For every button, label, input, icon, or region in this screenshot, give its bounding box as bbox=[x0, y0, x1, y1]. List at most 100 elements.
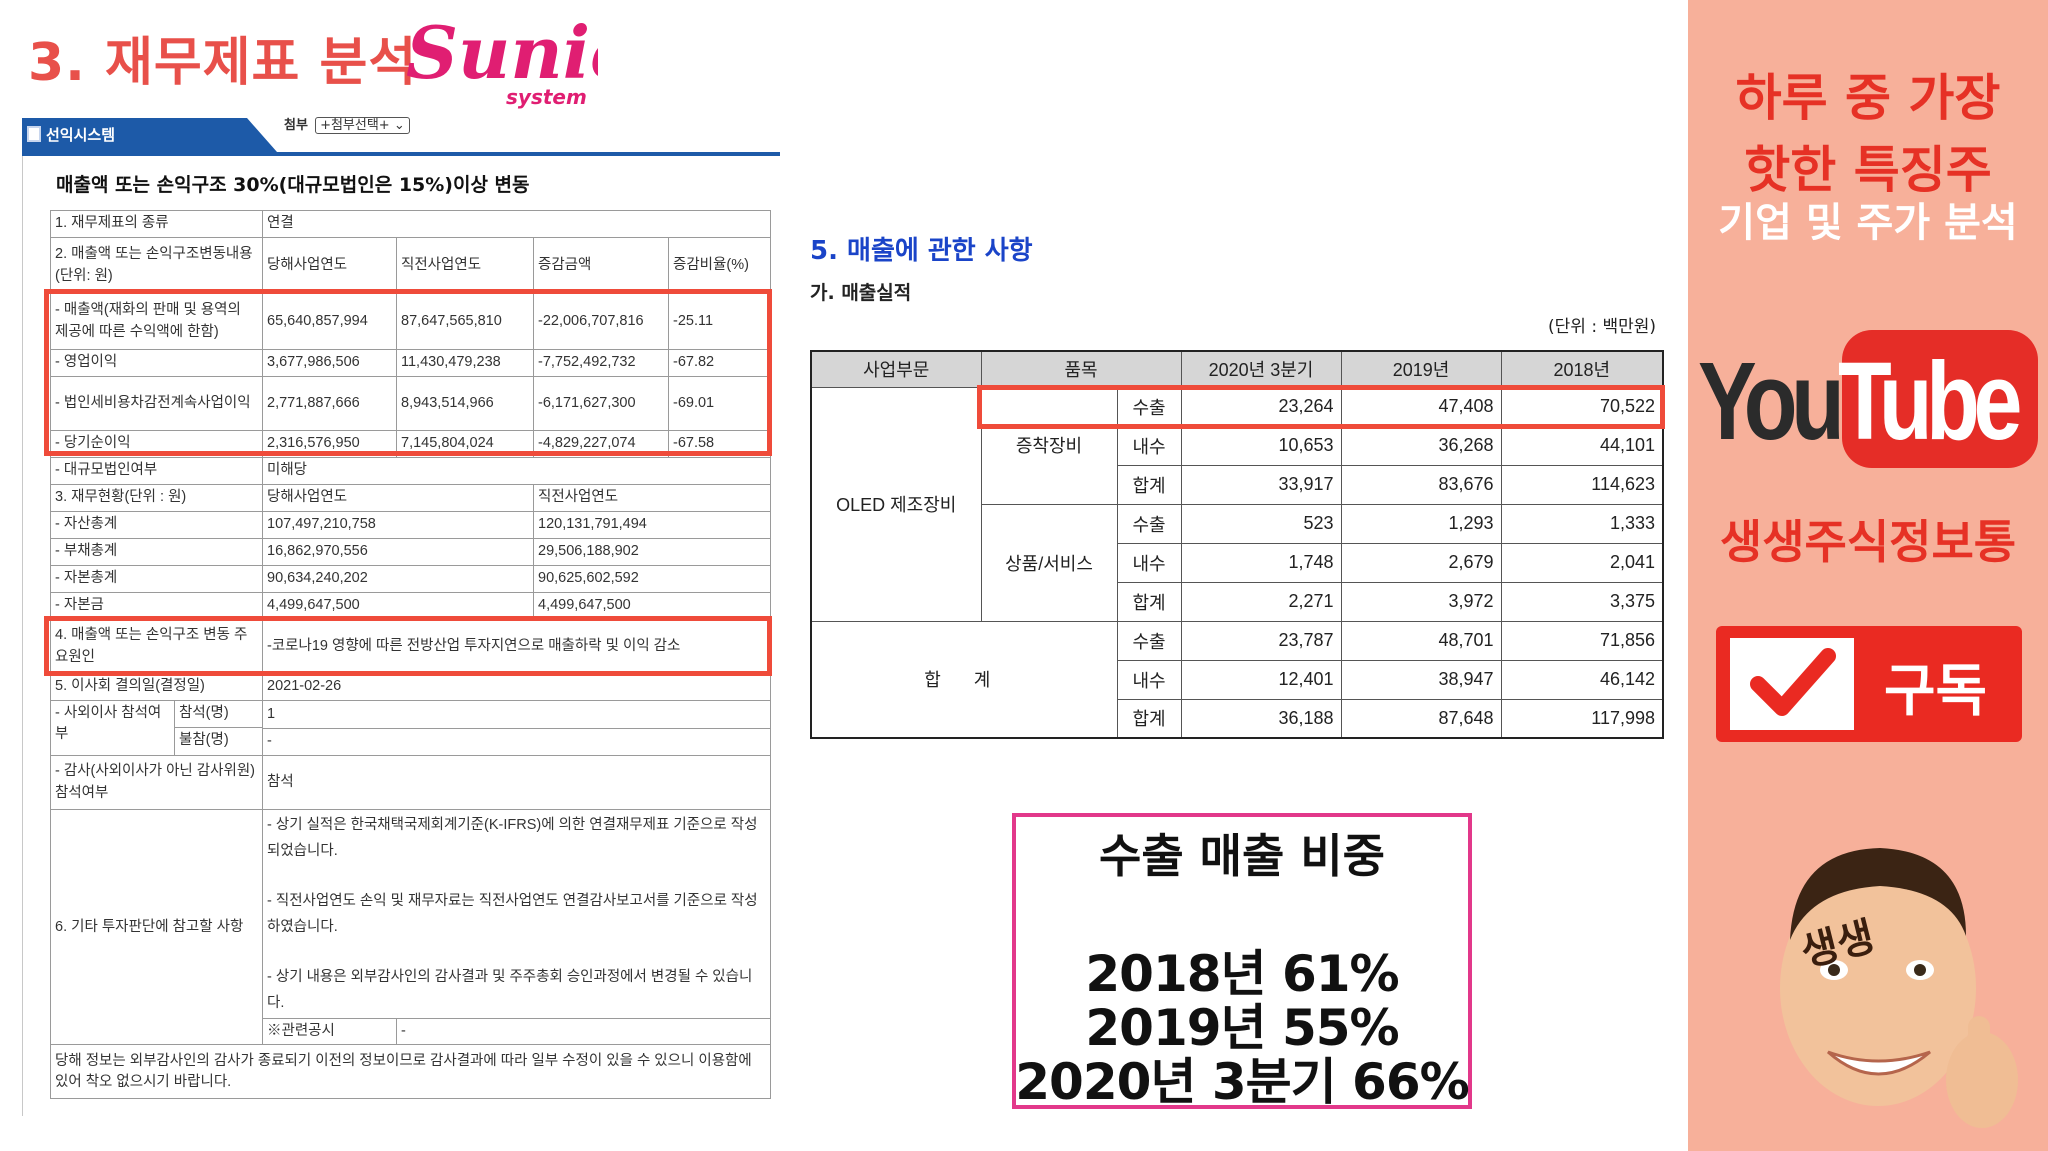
attach-select-value: +첨부선택+ bbox=[320, 118, 390, 133]
cell: 523 bbox=[1180, 503, 1342, 544]
cell: -22,006,707,816 bbox=[533, 293, 669, 350]
kind-label: 내수 bbox=[1116, 542, 1182, 583]
cell: 33,917 bbox=[1180, 464, 1342, 505]
brand-sub: system bbox=[506, 85, 587, 109]
cell: 23,787 bbox=[1180, 620, 1342, 661]
table-row: - 부채총계 16,862,970,556 29,506,188,902 bbox=[50, 538, 771, 566]
attach-label: 첨부 bbox=[284, 118, 308, 133]
cell: -67.58 bbox=[668, 430, 771, 458]
table-row: 5. 이사회 결의일(결정일) 2021-02-26 bbox=[50, 673, 771, 701]
row-value: 1 bbox=[262, 700, 771, 729]
cell: 1,293 bbox=[1340, 503, 1502, 544]
cell: 36,188 bbox=[1180, 698, 1342, 739]
table-row: 합계 2,271 3,972 3,375 bbox=[811, 581, 1664, 622]
cell: 38,947 bbox=[1340, 659, 1502, 700]
cell: 3,375 bbox=[1500, 581, 1664, 622]
kind-label: 합계 bbox=[1116, 698, 1182, 739]
table-row: 3. 재무현황(단위 : 원) 당해사업연도 직전사업연도 bbox=[50, 484, 771, 512]
sub-label: 불참(명) bbox=[179, 732, 229, 748]
cell: -67.82 bbox=[668, 349, 771, 377]
table-row: 합계 33,917 83,676 114,623 bbox=[811, 464, 1664, 505]
row-label: - 감사(사외이사가 아닌 감사위원)참석여부 bbox=[50, 755, 263, 810]
table-row: 1. 재무제표의 종류 연결 bbox=[50, 210, 771, 238]
disclosure-table: 1. 재무제표의 종류 연결 2. 매출액 또는 손익구조변동내용(단위: 원)… bbox=[50, 210, 771, 1100]
ratio-title: 수출 매출 비중 bbox=[1099, 829, 1385, 883]
cell: 90,625,602,592 bbox=[533, 565, 771, 593]
cell: 70,522 bbox=[1500, 386, 1664, 427]
note-paragraph: - 직전사업연도 손익 및 재무자료는 직전사업연도 연결감사보고서를 기준으로… bbox=[267, 893, 758, 935]
row-label: - 매출액(재화의 판매 및 용역의 제공에 따른 수익액에 한함) bbox=[50, 293, 263, 350]
channel-name: 생생주식정보통 bbox=[1719, 515, 2017, 569]
segment-label: OLED 제조장비 bbox=[810, 386, 982, 622]
sub-title: 가. 매출실적 bbox=[810, 282, 912, 304]
cell: 48,701 bbox=[1340, 620, 1502, 661]
table-row: 합 계 수출 23,787 48,701 71,856 bbox=[810, 620, 1664, 739]
cell: 16,862,970,556 bbox=[262, 538, 534, 566]
cell: 1,748 bbox=[1180, 542, 1342, 583]
subscribe-label[interactable]: 구독 bbox=[1884, 659, 1988, 724]
col-header: 2019년 bbox=[1340, 350, 1502, 388]
row-label: 5. 이사회 결의일(결정일) bbox=[50, 673, 263, 701]
cell: 120,131,791,494 bbox=[533, 511, 771, 539]
row-value: - bbox=[262, 727, 771, 756]
table-row: 4. 매출액 또는 손익구조 변동 주요원인 -코로나19 영향에 따른 전방산… bbox=[50, 619, 771, 674]
table-row: - 자본총계 90,634,240,202 90,625,602,592 bbox=[50, 565, 771, 593]
cell: 2,041 bbox=[1500, 542, 1664, 583]
table-row: 당해 정보는 외부감사인의 감사가 종료되기 이전의 정보이므로 감사결과에 따… bbox=[50, 1044, 771, 1100]
table-row: - 자산총계 107,497,210,758 120,131,791,494 bbox=[50, 511, 771, 539]
table-row: - 영업이익 3,677,986,506 11,430,479,238 -7,7… bbox=[50, 349, 771, 377]
cell: 46,142 bbox=[1500, 659, 1664, 700]
cell: 4,499,647,500 bbox=[533, 592, 771, 620]
col-header: 2020년 3분기 bbox=[1180, 350, 1342, 388]
row-label: - 당기순이익 bbox=[50, 430, 263, 458]
cell: -6,171,627,300 bbox=[533, 376, 669, 431]
checkmark-icon bbox=[1730, 638, 1854, 730]
avatar bbox=[1780, 848, 2018, 1128]
cell: 7,145,804,024 bbox=[396, 430, 534, 458]
attach-select[interactable]: +첨부선택+ ⌄ bbox=[315, 117, 410, 134]
attach-control: 첨부 +첨부선택+ ⌄ bbox=[284, 114, 410, 134]
company-tab[interactable]: 선익시스템 bbox=[46, 126, 116, 144]
cell: 2,271 bbox=[1180, 581, 1342, 622]
cell: 107,497,210,758 bbox=[262, 511, 534, 539]
col-header: 직전사업연도 bbox=[533, 484, 771, 512]
note-paragraph: - 상기 내용은 외부감사인의 감사결과 및 주주총회 승인과정에서 변경될 수… bbox=[267, 969, 753, 1011]
row-value: 연결 bbox=[262, 210, 771, 238]
cell: -4,829,227,074 bbox=[533, 430, 669, 458]
cell: 2,316,576,950 bbox=[262, 430, 397, 458]
row-label: - 대규모법인여부 bbox=[50, 457, 263, 485]
row-label: - 영업이익 bbox=[50, 349, 263, 377]
cell: 90,634,240,202 bbox=[262, 565, 534, 593]
table-row: 상품/서비스 수출 523 1,293 1,333 bbox=[811, 503, 1664, 622]
table-row: - 사외이사 참석여부 참석(명) 불참(명) 1 bbox=[50, 700, 771, 756]
row-value: 미해당 bbox=[262, 457, 771, 485]
table-row: OLED 제조장비 증착장비 수출 23,264 47,408 70,522 bbox=[810, 386, 1664, 622]
row-label: - 자산총계 bbox=[50, 511, 263, 539]
cell: 87,647,565,810 bbox=[396, 293, 534, 350]
kind-label: 내수 bbox=[1116, 425, 1182, 466]
sunic-system-logo: Sunic system bbox=[406, 10, 598, 109]
sub-label: 참석(명) bbox=[175, 702, 262, 728]
kind-label: 합계 bbox=[1116, 581, 1182, 622]
chevron-down-icon: ⌄ bbox=[393, 118, 405, 133]
table-row: ※관련공시 - bbox=[51, 1017, 771, 1046]
col-header: 당해사업연도 bbox=[262, 484, 534, 512]
row-label: 3. 재무현황(단위 : 원) bbox=[50, 484, 263, 512]
sidebar-headline-1: 하루 중 가장 bbox=[1735, 69, 2001, 127]
col-header: 2018년 bbox=[1500, 350, 1664, 388]
col-header: 증감금액 bbox=[533, 237, 669, 294]
youtube-logo-tube: Tube bbox=[1838, 340, 2022, 463]
cell: 29,506,188,902 bbox=[533, 538, 771, 566]
table-row: - 감사(사외이사가 아닌 감사위원)참석여부 참석 bbox=[50, 755, 771, 810]
total-label: 합 계 bbox=[810, 620, 1118, 739]
cell: 36,268 bbox=[1340, 425, 1502, 466]
row-label: 2. 매출액 또는 손익구조변동내용(단위: 원) bbox=[50, 237, 263, 294]
row-label: - 사외이사 참석여부 bbox=[52, 701, 175, 755]
table-row: - 대규모법인여부 미해당 bbox=[50, 457, 771, 485]
cell: 2,771,887,666 bbox=[262, 376, 397, 431]
item-label: 증착장비 bbox=[980, 386, 1118, 505]
col-header: 증감비율(%) bbox=[668, 237, 771, 294]
cell: 87,648 bbox=[1340, 698, 1502, 739]
table-row: 내수 12,401 38,947 46,142 bbox=[811, 659, 1664, 700]
cell: 8,943,514,966 bbox=[396, 376, 534, 431]
